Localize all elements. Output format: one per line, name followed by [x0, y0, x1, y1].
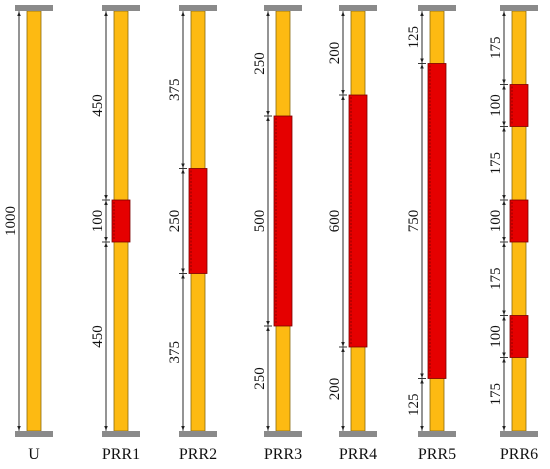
segment-length-label: 250: [252, 52, 268, 75]
segment-length-label: 175: [488, 37, 504, 60]
segment-length-label: 100: [488, 94, 504, 117]
frp-wrap-region: [111, 199, 131, 243]
top-end-plate: [339, 5, 377, 11]
bottom-end-plate: [339, 431, 377, 437]
specimen-label: U: [28, 446, 40, 463]
bottom-end-plate: [264, 431, 302, 437]
segment-length-label: 175: [488, 152, 504, 175]
specimen-label: PRR4: [339, 446, 377, 463]
frp-wrap-region: [427, 63, 447, 379]
top-end-plate: [418, 5, 456, 11]
segment-length-label: 175: [488, 268, 504, 291]
segment-length-label: 100: [488, 325, 504, 348]
segment-length-label: 200: [327, 42, 343, 65]
top-end-plate: [500, 5, 538, 11]
segment-length-label: 250: [252, 367, 268, 390]
column-body: [26, 10, 42, 432]
specimen-label: PRR1: [102, 446, 140, 463]
segment-length-label: 250: [167, 210, 183, 233]
specimen-prr5: 125 750 125 PRR5: [406, 5, 456, 463]
segment-length-label: 100: [90, 210, 106, 233]
top-end-plate: [264, 5, 302, 11]
segment-length-label: 100: [488, 210, 504, 233]
top-end-plate: [179, 5, 217, 11]
specimen-label: PRR5: [418, 446, 456, 463]
segment-length-label: 375: [167, 341, 183, 364]
segment-length-label: 450: [90, 94, 106, 117]
bottom-end-plate: [500, 431, 538, 437]
segment-length-label: 125: [406, 26, 422, 49]
segment-length-label: 200: [327, 378, 343, 401]
top-end-plate: [102, 5, 140, 11]
specimen-u: 1000 U: [3, 5, 53, 463]
bottom-end-plate: [15, 431, 53, 437]
specimen-prr4: 200 600 200 PRR4: [327, 5, 377, 463]
segment-length-label: 750: [406, 210, 422, 233]
specimen-label: PRR6: [500, 446, 538, 463]
segment-length-label: 600: [327, 210, 343, 233]
specimen-label: PRR3: [264, 446, 302, 463]
frp-wrap-region: [188, 168, 208, 274]
segment-length-label: 125: [406, 394, 422, 417]
top-end-plate: [15, 5, 53, 11]
segment-length-label: 1000: [3, 206, 19, 236]
frp-wrap-region: [509, 84, 529, 127]
segment-length-label: 450: [90, 325, 106, 348]
specimen-prr3: 250 500 250 PRR3: [252, 5, 302, 463]
bottom-end-plate: [179, 431, 217, 437]
frp-wrap-region: [348, 94, 368, 348]
segment-length-label: 375: [167, 79, 183, 102]
bottom-end-plate: [418, 431, 456, 437]
specimen-label: PRR2: [179, 446, 217, 463]
frp-wrap-region: [273, 115, 293, 327]
specimen-prr1: 450 100 450 PRR1: [90, 5, 140, 463]
frp-wrap-region: [509, 199, 529, 243]
bottom-end-plate: [102, 431, 140, 437]
frp-wrap-region: [509, 315, 529, 358]
specimen-prr6: 175 100 175 100 175 100 175 PRR6: [488, 5, 538, 463]
segment-length-label: 500: [252, 210, 268, 233]
segment-length-label: 175: [488, 383, 504, 406]
columns-layer: 1000U450100450PRR1375250375PRR2250500250…: [3, 5, 538, 463]
specimen-prr2: 375 250 375 PRR2: [167, 5, 217, 463]
